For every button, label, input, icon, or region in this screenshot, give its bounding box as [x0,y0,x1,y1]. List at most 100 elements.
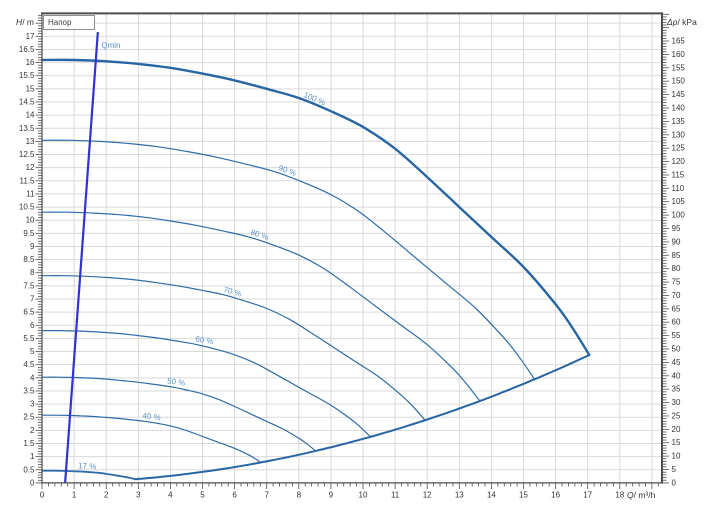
right-axis-title: Δp/ kPa [667,17,697,27]
bottom-tick-label: 8 [297,491,302,500]
bottom-tick-label: 13 [455,491,464,500]
bottom-tick-label: 10 [359,491,368,500]
bottom-tick-label: 1 [72,491,77,500]
right-tick-label: 70 [672,291,681,300]
bottom-tick-label: 15 [519,491,528,500]
speed-curve-50% [41,376,317,452]
speed-curve-label-17%: 17 % [78,461,97,471]
left-tick-label: 2 [30,426,35,435]
curve-type-label-box: Напор [43,15,95,30]
bottom-tick-label: 4 [168,491,173,500]
axis-ticks-and-labels: 00.511.522.533.544.555.566.577.588.599.5… [19,13,686,500]
flow-unit: / m³/h [633,490,656,500]
qmin: Qmin [64,32,121,483]
left-tick-label: 7.5 [23,281,35,290]
right-tick-label: 100 [672,211,686,220]
right-tick-label: 50 [672,345,681,354]
left-tick-label: 11.5 [20,176,36,185]
right-tick-label: 0 [672,478,677,487]
right-tick-label: 5 [672,465,677,474]
right-tick-label: 35 [672,385,681,394]
right-tick-label: 125 [672,144,686,153]
left-tick-label: 10 [26,216,35,225]
left-tick-label: 6 [30,321,35,330]
right-tick-label: 40 [672,371,681,380]
left-tick-label: 3 [30,400,35,409]
left-tick-label: 14.5 [19,97,35,106]
speed-curve-90% [41,139,536,380]
left-tick-label: 8.5 [23,255,35,264]
left-tick-label: 16 [26,58,35,67]
bottom-tick-label: 12 [423,491,432,500]
left-tick-label: 1.5 [23,439,35,448]
left-tick-label: 6.5 [23,308,35,317]
pressure-symbol: Δp [667,17,678,27]
right-tick-label: 30 [672,398,681,407]
bottom-tick-label: 9 [329,491,334,500]
left-tick-label: 15.5 [19,71,35,80]
right-tick-label: 115 [672,170,685,179]
right-tick-label: 75 [672,278,681,287]
speed-curve-label-60%: 60 % [195,334,215,346]
right-tick-label: 15 [672,438,681,447]
left-tick-label: 16.5 [19,45,35,54]
left-tick-label: 9.5 [23,229,35,238]
left-tick-label: 12.5 [19,150,35,159]
speed-curve-40% [41,414,262,463]
right-tick-label: 25 [672,411,681,420]
right-tick-label: 90 [672,237,681,246]
curve-type-label: Напор [48,18,72,27]
left-tick-label: 2.5 [23,413,35,422]
right-tick-label: 95 [672,224,681,233]
left-tick-label: 13.5 [19,124,35,133]
left-tick-label: 10.5 [19,203,35,212]
speed-curve-label-40%: 40 % [142,411,161,422]
flow-symbol: Q [627,490,634,500]
speed-curve-60% [41,330,371,438]
right-tick-label: 80 [672,264,681,273]
right-tick-label: 20 [672,425,681,434]
left-tick-label: 8 [30,268,35,277]
speed-curves [40,58,591,481]
pressure-unit: / kPa [677,17,697,27]
bottom-tick-label: 18 [615,491,624,500]
bottom-tick-label: 17 [583,491,592,500]
grid [42,13,662,483]
left-tick-label: 14 [26,111,35,120]
left-tick-label: 17 [26,32,35,41]
left-tick-label: 1 [30,452,35,461]
right-tick-label: 45 [672,358,681,367]
bottom-tick-label: 6 [232,491,237,500]
bottom-tick-label: 14 [487,491,496,500]
right-tick-label: 140 [672,103,686,112]
left-tick-label: 15 [26,84,35,93]
bottom-tick-label: 0 [40,491,45,500]
right-tick-label: 160 [672,50,686,59]
left-tick-label: 5 [30,347,35,356]
right-tick-label: 65 [672,304,681,313]
speed-curve-70% [41,275,426,421]
bottom-axis-title: Q/ m³/h [627,490,655,500]
bottom-tick-label: 5 [200,491,205,500]
bottom-tick-label: 7 [264,491,269,500]
qmin-label: Qmin [101,41,120,50]
right-tick-label: 85 [672,251,681,260]
left-tick-label: 4.5 [23,360,35,369]
right-tick-label: 150 [672,77,686,86]
head-unit: / m [22,17,34,27]
left-tick-label: 0 [30,478,35,487]
bottom-tick-label: 11 [391,491,400,500]
bottom-tick-label: 3 [136,491,141,500]
speed-curve-100% [40,58,591,357]
speed-curve-17% [41,469,136,481]
left-tick-label: 12 [26,163,35,172]
left-tick-label: 0.5 [23,465,35,474]
left-axis-title: H/ m [16,17,34,27]
right-tick-label: 110 [672,184,685,193]
left-tick-label: 11 [26,189,35,198]
right-tick-label: 165 [672,37,686,46]
plot-frame [41,12,663,484]
right-tick-label: 155 [672,63,686,72]
